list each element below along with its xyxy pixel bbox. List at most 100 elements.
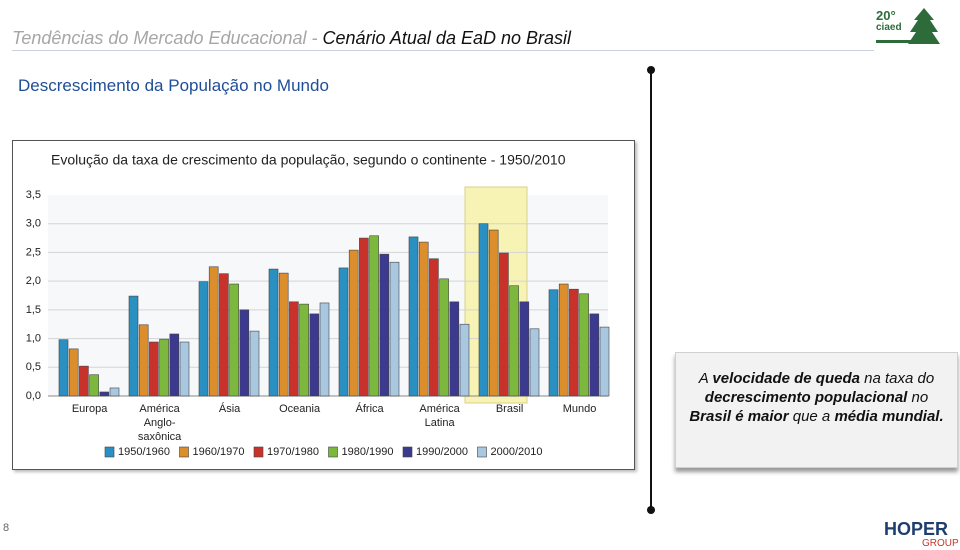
footer-logo-tag: GROUP xyxy=(922,538,959,549)
bar xyxy=(488,229,499,397)
x-tick-label: África xyxy=(355,403,384,415)
page-number: 8 xyxy=(3,522,10,534)
bar xyxy=(478,223,489,397)
bar xyxy=(499,252,509,397)
callout-text: A xyxy=(698,370,713,387)
bar xyxy=(159,338,169,397)
divider xyxy=(650,70,652,510)
x-tick-label: América Anglo-saxônica xyxy=(137,403,182,443)
callout: A velocidade de queda na taxa do decresc… xyxy=(675,352,958,468)
bar xyxy=(599,326,610,397)
bar xyxy=(509,285,519,397)
subtitle: Descrescimento da População no Mundo xyxy=(18,76,329,95)
logo-name: ciaed xyxy=(876,22,902,33)
bar xyxy=(239,309,250,397)
bar xyxy=(369,235,379,397)
legend-swatch xyxy=(477,446,487,458)
header-rule xyxy=(12,50,874,51)
bar xyxy=(109,387,120,397)
bar xyxy=(558,283,569,397)
bar xyxy=(429,258,439,397)
y-tick-label: 2,0 xyxy=(26,275,41,287)
bar xyxy=(529,328,540,397)
bar xyxy=(459,323,470,397)
bar xyxy=(569,288,579,397)
bar xyxy=(79,365,89,397)
legend-label: 2000/2010 xyxy=(491,446,543,458)
footer-logo: HOPER xyxy=(884,519,949,539)
legend-swatch xyxy=(179,446,189,458)
bar xyxy=(58,339,69,397)
logo-graphic xyxy=(876,8,940,44)
bar xyxy=(208,266,219,397)
y-tick-label: 1,5 xyxy=(26,304,41,316)
chart: Evolução da taxa de crescimento da popul… xyxy=(26,152,610,458)
chart-frame: Evolução da taxa de crescimento da popul… xyxy=(12,140,635,470)
bar xyxy=(278,272,289,397)
legend-label: 1960/1970 xyxy=(193,446,245,458)
legend-label: 1990/2000 xyxy=(416,446,468,458)
y-tick-label: 2,5 xyxy=(26,246,41,258)
bar xyxy=(439,278,449,397)
chart-title: Evolução da taxa de crescimento da popul… xyxy=(51,152,566,168)
legend-label: 1950/1960 xyxy=(118,446,170,458)
bar xyxy=(579,293,589,397)
bar xyxy=(299,303,309,397)
y-tick-label: 1,0 xyxy=(26,332,41,344)
bar xyxy=(449,301,460,397)
x-tick-label: Europa xyxy=(71,403,108,415)
bar xyxy=(249,330,260,397)
x-tick-label: Oceania xyxy=(279,403,321,415)
bar xyxy=(89,374,99,397)
bar xyxy=(229,283,239,397)
y-tick-label: 0,5 xyxy=(26,361,41,373)
bar xyxy=(99,391,110,397)
x-tick-label: Ásia xyxy=(218,403,241,415)
bar xyxy=(548,289,559,397)
callout-text: velocidade de queda xyxy=(712,370,860,387)
legend-swatch xyxy=(328,446,338,458)
bar xyxy=(179,341,190,397)
bar xyxy=(289,301,299,397)
bar xyxy=(319,302,330,397)
callout-text: que a xyxy=(788,408,835,425)
bar xyxy=(348,249,359,397)
bar xyxy=(519,301,530,397)
callout-text: na taxa do xyxy=(859,370,935,387)
legend-swatch xyxy=(253,446,264,458)
callout-text: média mundial. xyxy=(834,408,944,425)
callout-text: Brasil é maior xyxy=(689,408,789,425)
divider-dot xyxy=(647,66,655,74)
legend-swatch xyxy=(104,446,115,458)
bar xyxy=(418,241,429,397)
bar xyxy=(68,348,79,397)
bar xyxy=(169,333,180,397)
y-tick-label: 3,0 xyxy=(26,218,41,230)
header-part: Tendências do Mercado Educacional - xyxy=(12,28,323,48)
bar xyxy=(219,273,229,397)
bar xyxy=(268,268,279,397)
divider-dot xyxy=(647,506,655,514)
callout-text: decrescimento populacional xyxy=(704,389,908,406)
x-tick-label: América Latina xyxy=(419,403,460,429)
x-tick-label: Mundo xyxy=(562,403,597,415)
header-part: Cenário Atual da EaD no Brasil xyxy=(322,28,571,48)
bar xyxy=(379,253,390,397)
bar xyxy=(408,236,419,397)
legend-swatch xyxy=(402,446,413,458)
bar xyxy=(138,324,149,397)
bar xyxy=(389,261,400,397)
bar xyxy=(589,313,600,397)
bar xyxy=(198,281,209,397)
y-tick-label: 3,5 xyxy=(26,189,41,201)
logo-number: 20° xyxy=(876,8,896,23)
bar xyxy=(359,237,369,397)
bar xyxy=(149,341,159,397)
bar xyxy=(128,295,139,397)
legend-label: 1970/1980 xyxy=(267,446,319,458)
x-tick-label: Brasil xyxy=(495,403,524,415)
header-title: Tendências do Mercado Educacional - Cená… xyxy=(12,28,571,49)
bar xyxy=(309,313,320,397)
legend-label: 1980/1990 xyxy=(342,446,394,458)
